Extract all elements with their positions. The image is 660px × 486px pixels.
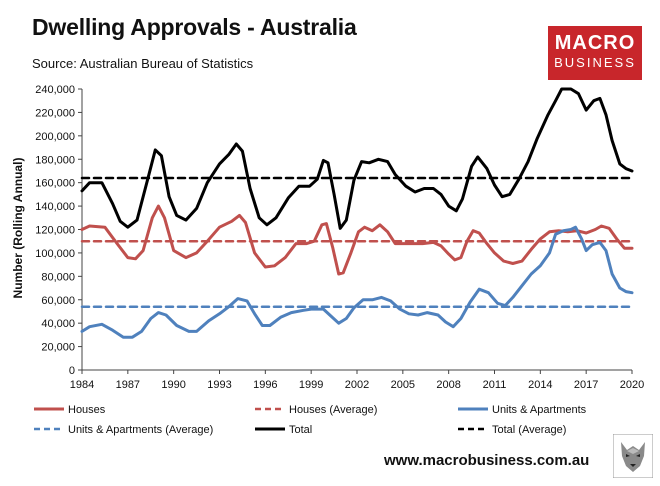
y-tick-label: 20,000 — [41, 342, 75, 354]
y-tick-label: 80,000 — [41, 271, 75, 283]
chart-axes: 0 20,000 40,000 60,000 80,000 100,000 120,000 1… — [35, 84, 644, 391]
chart-series — [80, 87, 634, 339]
x-tick-label: 1990 — [161, 379, 185, 391]
y-tick-label: 160,000 — [35, 178, 75, 190]
x-tick-label: 2002 — [345, 379, 369, 391]
legend-label-houses-average: Houses (Average) — [289, 404, 377, 416]
chart-source: Source: Australian Bureau of Statistics — [32, 56, 254, 71]
logo-line-2: BUSINESS — [554, 55, 636, 70]
x-tick-label: 1999 — [299, 379, 323, 391]
x-tick-label: 2014 — [528, 379, 552, 391]
y-tick-label: 220,000 — [35, 107, 75, 119]
x-tick-label: 2005 — [391, 379, 415, 391]
x-tick-label: 1984 — [70, 379, 94, 391]
x-tick-label: 1987 — [116, 379, 140, 391]
series-line-houses — [80, 204, 634, 276]
y-tick-label: 120,000 — [35, 225, 75, 237]
y-tick-label: 200,000 — [35, 131, 75, 143]
legend-label-total: Total — [289, 424, 312, 436]
chart-title: Dwelling Approvals - Australia — [32, 14, 357, 40]
x-tick-label: 2011 — [483, 379, 507, 391]
x-tick-label: 2020 — [620, 379, 644, 391]
brand-logo[interactable]: MACRO BUSINESS — [548, 26, 642, 80]
x-tick-label: 1996 — [253, 379, 277, 391]
y-axis-label: Number (Rolling Annual) — [11, 158, 25, 299]
y-tick-label: 240,000 — [35, 84, 75, 96]
chart-legend: Houses Houses (Average) Units & Apartments… — [34, 404, 587, 436]
wolf-logo-icon — [613, 434, 653, 478]
y-tick-label: 0 — [69, 365, 75, 377]
website-link[interactable]: www.macrobusiness.com.au — [384, 452, 590, 469]
x-tick-label: 2008 — [436, 379, 460, 391]
series-line-total — [80, 87, 634, 230]
legend-label-houses: Houses — [68, 404, 106, 416]
y-tick-label: 180,000 — [35, 154, 75, 166]
y-tick-label: 40,000 — [41, 318, 75, 330]
y-tick-label: 140,000 — [35, 201, 75, 213]
series-line-units-apartments — [80, 225, 634, 339]
x-tick-label: 1993 — [207, 379, 231, 391]
legend-label-units-apartments: Units & Apartments — [492, 404, 587, 416]
logo-line-1: MACRO — [554, 32, 636, 54]
legend-label-total-average: Total (Average) — [492, 424, 566, 436]
y-tick-label: 60,000 — [41, 295, 75, 307]
legend-label-units-apartments-average: Units & Apartments (Average) — [68, 424, 213, 436]
x-tick-label: 2017 — [574, 379, 598, 391]
y-tick-label: 100,000 — [35, 248, 75, 260]
